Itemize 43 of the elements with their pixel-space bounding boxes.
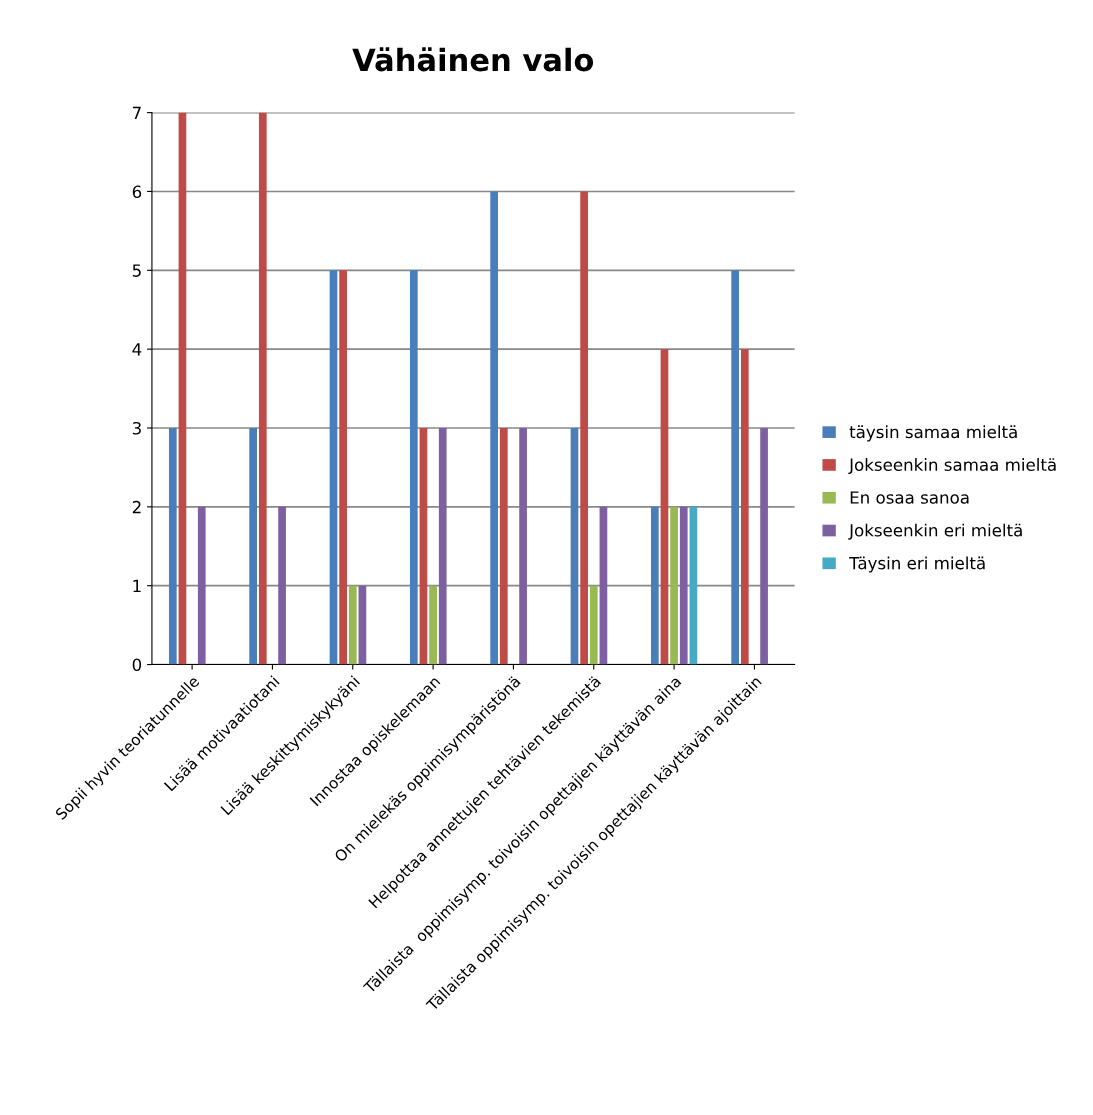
bar bbox=[168, 428, 177, 665]
bar bbox=[740, 349, 749, 665]
y-tick-label: 7 bbox=[132, 106, 141, 119]
bar bbox=[760, 428, 768, 665]
bar bbox=[580, 191, 588, 665]
bar bbox=[249, 428, 258, 665]
bar bbox=[499, 428, 508, 665]
bar bbox=[358, 585, 367, 665]
legend-label: En osaa sanoa bbox=[850, 491, 969, 504]
legend-label: Jokseenkin eri mieltä bbox=[848, 523, 1022, 540]
legend-label: täysin samaa mieltä bbox=[849, 425, 1017, 442]
bar bbox=[278, 506, 286, 665]
bar bbox=[490, 191, 499, 665]
y-tick-label: 4 bbox=[132, 343, 142, 356]
y-tick-label: 6 bbox=[132, 185, 142, 199]
bar bbox=[589, 585, 598, 665]
bar bbox=[339, 270, 347, 665]
bar bbox=[438, 428, 447, 665]
bar bbox=[570, 428, 579, 665]
legend-label: Täysin eri mieltä bbox=[849, 556, 985, 573]
bar bbox=[419, 428, 428, 665]
bar bbox=[409, 270, 418, 665]
y-tick-label: 0 bbox=[132, 658, 142, 672]
y-tick-label: 5 bbox=[132, 264, 141, 277]
legend-label: Jokseenkin samaa mieltä bbox=[848, 458, 1056, 475]
bar bbox=[329, 270, 338, 665]
y-tick-label: 1 bbox=[133, 579, 141, 593]
bar bbox=[178, 112, 187, 665]
y-tick-label: 2 bbox=[132, 500, 141, 514]
bar bbox=[599, 506, 608, 665]
bar bbox=[731, 270, 740, 665]
bar bbox=[660, 349, 669, 665]
bar bbox=[519, 428, 527, 665]
bar bbox=[258, 112, 267, 665]
bar bbox=[429, 585, 437, 665]
bar bbox=[650, 506, 659, 665]
bar bbox=[679, 506, 688, 665]
y-tick-label: 3 bbox=[132, 421, 141, 435]
chart-title: Vähäinen valo bbox=[352, 47, 594, 72]
bar bbox=[689, 506, 698, 665]
bar bbox=[197, 506, 206, 665]
bar bbox=[348, 585, 357, 665]
bar bbox=[670, 506, 678, 665]
